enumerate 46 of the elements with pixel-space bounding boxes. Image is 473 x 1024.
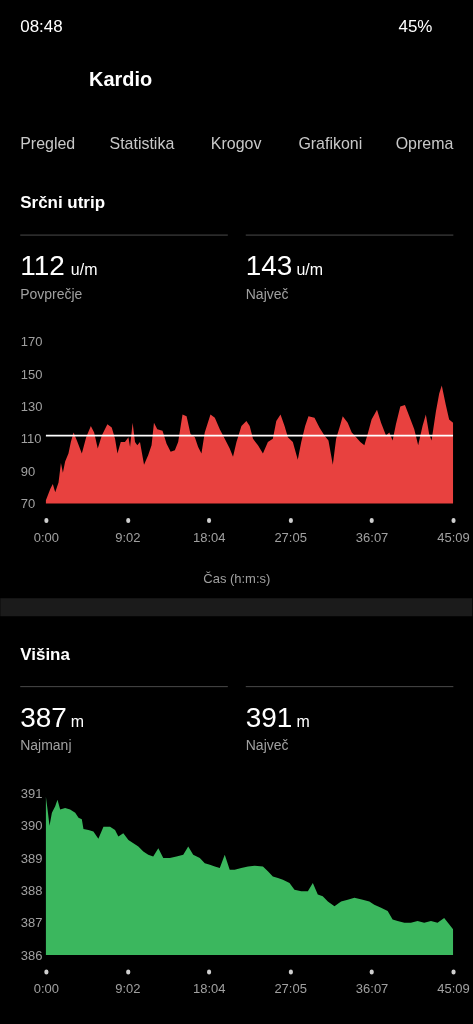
text: m [70,712,85,730]
y-tick-label: 387 [20,915,43,931]
text: Kardio [89,67,153,90]
x-tick-label: 18:04 [193,981,226,997]
text: Povprečje [20,285,83,302]
x-tick-label: 36:07 [355,529,389,545]
x-axis-title: Čas (h:m:s) [203,570,271,586]
text: 112 [20,250,65,281]
text: Najmanj [20,737,72,754]
text: Grafikoni [298,134,363,152]
x-tick-label: 45:09 [437,981,470,997]
text: Največ [245,285,289,302]
chart-title: Srčni utrip [20,193,106,213]
x-tick-label: 45:09 [437,529,470,545]
chart-title: Višina [20,644,71,664]
x-tick-label: 9:02 [115,529,141,545]
text: Statistika [109,134,175,152]
y-tick-label: 110 [20,431,42,447]
text: u/m [296,261,323,278]
x-tick-label: 36:07 [355,981,389,997]
y-tick-label: 70 [20,496,36,512]
text: 391 [245,701,293,733]
text: Krogov [210,134,262,152]
text: Največ [245,737,289,754]
x-tick-label: 27:05 [274,529,307,545]
y-tick-label: 130 [20,399,43,415]
x-tick-label: 18:04 [193,529,226,545]
text: 08:48 [20,17,63,37]
text: u/m [70,261,98,278]
x-tick-label: 0:00 [33,981,60,997]
y-tick-label: 388 [20,882,43,898]
y-tick-label: 170 [20,334,43,350]
y-tick-label: 391 [20,785,43,801]
text: Oprema [395,134,454,152]
y-tick-label: 150 [20,366,43,382]
x-tick-label: 0:00 [33,529,60,545]
x-tick-label: 27:05 [274,981,307,997]
text: 45% [398,17,433,37]
text: m [296,712,310,730]
text: 143 [245,250,293,281]
y-tick-label: 389 [20,850,43,866]
text: Pregled [20,134,76,152]
y-tick-label: 386 [20,947,43,963]
y-tick-label: 90 [20,463,36,479]
x-tick-label: 9:02 [115,981,141,997]
y-tick-label: 390 [20,818,43,834]
